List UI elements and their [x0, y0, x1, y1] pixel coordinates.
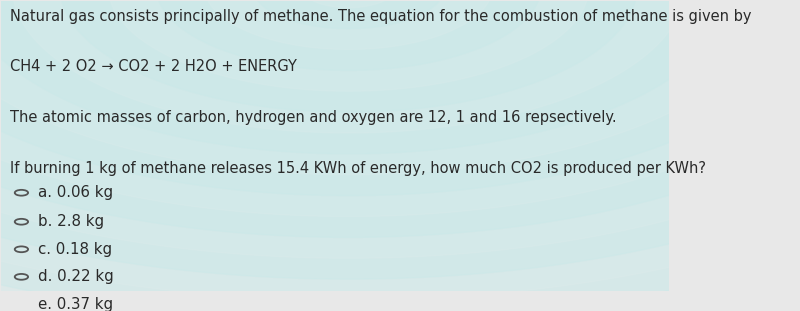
Polygon shape — [0, 0, 733, 154]
Polygon shape — [301, 0, 397, 8]
Text: Natural gas consists principally of methane. The equation for the combustion of : Natural gas consists principally of meth… — [10, 9, 751, 24]
Text: a. 0.06 kg: a. 0.06 kg — [38, 185, 114, 200]
Polygon shape — [0, 0, 800, 258]
Polygon shape — [108, 0, 589, 91]
Polygon shape — [0, 0, 800, 237]
Polygon shape — [60, 0, 637, 112]
Polygon shape — [0, 0, 800, 216]
Text: d. 0.22 kg: d. 0.22 kg — [38, 269, 114, 284]
Polygon shape — [0, 0, 800, 279]
Polygon shape — [156, 0, 541, 70]
Polygon shape — [253, 0, 445, 29]
Text: The atomic masses of carbon, hydrogen and oxygen are 12, 1 and 16 repsectively.: The atomic masses of carbon, hydrogen an… — [10, 110, 617, 125]
Polygon shape — [0, 0, 800, 196]
Polygon shape — [0, 0, 800, 300]
Text: b. 2.8 kg: b. 2.8 kg — [38, 214, 104, 229]
Text: e. 0.37 kg: e. 0.37 kg — [38, 297, 114, 311]
Text: If burning 1 kg of methane releases 15.4 KWh of energy, how much CO2 is produced: If burning 1 kg of methane releases 15.4… — [10, 161, 706, 176]
Text: c. 0.18 kg: c. 0.18 kg — [38, 242, 112, 257]
Polygon shape — [12, 0, 685, 133]
Text: CH4 + 2 O2 → CO2 + 2 H2O + ENERGY: CH4 + 2 O2 → CO2 + 2 H2O + ENERGY — [10, 59, 297, 74]
Polygon shape — [204, 0, 493, 49]
Polygon shape — [0, 0, 782, 175]
